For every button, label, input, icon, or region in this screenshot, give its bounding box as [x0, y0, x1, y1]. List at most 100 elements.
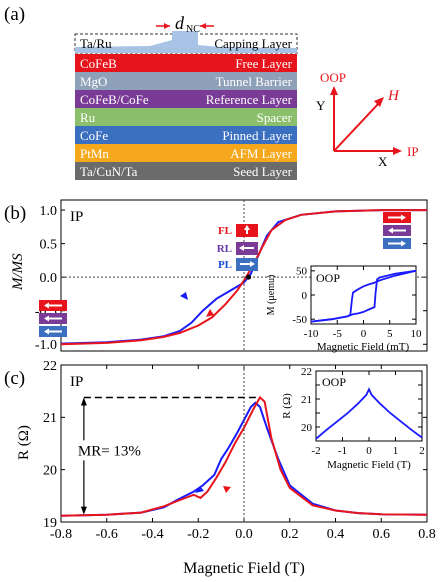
arrow-head: [401, 240, 406, 247]
ip-label: IP: [407, 144, 419, 159]
y-tick-label: 20: [301, 422, 313, 434]
y-axis-label: Y: [316, 98, 326, 113]
layer-band: [75, 108, 297, 126]
arrow-head: [239, 245, 244, 251]
layer-band: [75, 162, 297, 180]
y-axis-label: R (Ω): [16, 425, 32, 460]
x-tick-label: -0.2: [187, 527, 209, 542]
annotation-ip: IP: [70, 374, 83, 390]
layer-role: Free Layer: [235, 56, 292, 71]
layer-role: AFM Layer: [230, 146, 292, 161]
legend-label-fl: FL: [218, 225, 232, 237]
x-tick-label: 0.0: [235, 527, 253, 542]
mr-label-bg: [73, 440, 148, 461]
x-tick-label: -0.8: [50, 527, 72, 542]
x-tick-label: 10: [411, 328, 423, 340]
y-tick-label: 20: [43, 464, 57, 479]
layer-material: Ta/CuN/Ta: [80, 164, 138, 179]
layer-band: [75, 144, 297, 162]
y-tick-label: 50: [296, 266, 308, 278]
field-axes-diagram: OOP H IP Y X: [316, 70, 419, 169]
y-tick-label: -50: [292, 314, 307, 326]
layer-band: [75, 126, 297, 144]
red-arrow: [223, 486, 231, 493]
annotation-ip: IP: [70, 209, 83, 225]
y-tick-label: 21: [301, 394, 312, 406]
layer-material: PtMn: [80, 146, 109, 161]
x-tick-label: 5: [387, 328, 393, 340]
y-tick-label: 0.5: [40, 238, 58, 253]
x-tick-label: -2: [311, 445, 320, 457]
x-tick-label: 0.2: [281, 527, 299, 542]
series-line-1: [60, 395, 428, 517]
layer-role: Tunnel Barrier: [216, 74, 293, 89]
x-axis-label: X: [378, 154, 388, 169]
layer-stack: Ta/Ru Capping Layer CoFeB Free Layer MgO Tunn…: [74, 31, 298, 180]
layer-band: [75, 72, 297, 90]
panel-label-c: (c): [4, 368, 25, 389]
y-tick-label: 22: [43, 359, 57, 374]
series-line-1: [60, 209, 427, 346]
y-tick-label: 19: [43, 516, 57, 531]
legend-label-pl: PL: [218, 259, 232, 271]
inset-x-axis-label: Magnetic Field (T): [327, 459, 411, 471]
dnc-marker: d NC: [156, 13, 214, 35]
arrow-head: [44, 302, 49, 309]
x-tick-label: -0.6: [96, 527, 118, 542]
layer-role: Reference Layer: [206, 92, 293, 107]
layer-band: [75, 54, 297, 72]
y-tick-label: -1.0: [35, 338, 57, 353]
panel-label-a: (a): [4, 4, 25, 25]
dnc-label: d: [175, 13, 185, 33]
layer-role: Seed Layer: [233, 164, 293, 179]
red-arrow: [206, 309, 214, 317]
y-axis-label: M/MS: [10, 253, 26, 291]
inset-y-axis-label: R (Ω): [281, 393, 293, 419]
arrow-head: [80, 506, 87, 515]
arrow-head: [250, 261, 255, 267]
origin-dot: [246, 274, 252, 280]
y-tick-label: 0.0: [40, 271, 58, 286]
inset-y-axis-label: M (μemu): [266, 275, 277, 316]
x-tick-label: 0: [361, 328, 367, 340]
layer-material: CoFeB/CoFe: [80, 92, 149, 107]
inset-annotation-oop: OOP: [322, 375, 346, 389]
dnc-subscript: NC: [186, 24, 200, 35]
x-tick-label: -5: [333, 328, 343, 340]
x-tick-label: 1: [393, 445, 399, 457]
series-line-1: [310, 269, 417, 323]
arrow-head: [244, 225, 250, 230]
legend-label-rl: RL: [217, 243, 232, 255]
arrow-head: [44, 328, 49, 335]
series-line-0: [315, 387, 423, 440]
layer-role: Pinned Layer: [222, 128, 292, 143]
x-tick-label: 2: [419, 445, 425, 457]
chart-resistance-oop-inset: 20 21 22 -2 -1 0 1 2 OOP Magnetic Field (T) R (Ω): [281, 366, 425, 471]
arrow-head: [80, 397, 87, 406]
layer-material: CoFeB: [80, 56, 117, 71]
oop-label: OOP: [320, 70, 346, 85]
y-tick-label: 1.0: [40, 204, 58, 219]
x-tick-label: 0.4: [327, 527, 345, 542]
x-tick-label: -1: [338, 445, 347, 457]
x-tick-label: -10: [304, 328, 319, 340]
mr-label: MR= 13%: [78, 443, 141, 459]
x-tick-label: 0.6: [373, 527, 391, 542]
x-tick-label: 0.8: [418, 527, 436, 542]
x-tick-label: 0: [366, 445, 372, 457]
y-tick-label: 22: [301, 366, 312, 378]
layer-band: [75, 90, 297, 108]
blue-arrow: [195, 486, 204, 493]
panel-label-b: (b): [4, 203, 26, 224]
x-axis-label: Magnetic Field (T): [183, 560, 305, 577]
h-label: H: [387, 88, 400, 104]
capping-bump: [75, 31, 297, 53]
blue-arrow: [180, 292, 188, 300]
inset-x-axis-label: Magnetic Field (mT): [317, 341, 410, 353]
layer-material: MgO: [80, 74, 107, 89]
inset-annotation-oop: OOP: [316, 271, 340, 285]
layer-role: Capping Layer: [214, 36, 292, 51]
y-tick-label: 0: [302, 290, 308, 302]
